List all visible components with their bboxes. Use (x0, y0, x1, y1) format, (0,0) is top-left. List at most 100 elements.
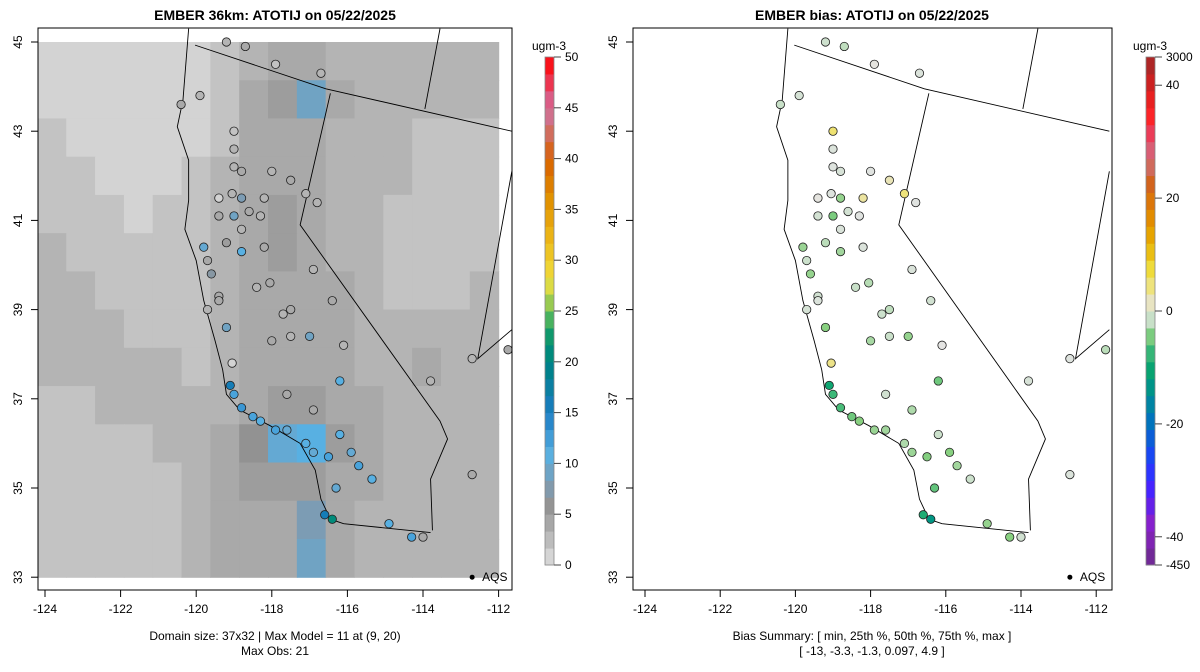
colorbar-segment (1146, 226, 1155, 244)
model-grid-cell (38, 118, 67, 158)
obs-station-point (282, 425, 292, 435)
model-grid-cell (66, 118, 96, 158)
model-grid-cell (354, 386, 384, 425)
model-grid-cell (123, 386, 154, 425)
model-grid-cell (239, 156, 269, 196)
colorbar-segment (545, 327, 554, 346)
colorbar-segment (545, 412, 554, 431)
model-grid-cell (325, 42, 356, 81)
model-grid-cell (95, 538, 125, 578)
model-grid-cell (123, 538, 154, 578)
obs-station-point (270, 425, 281, 435)
bias-station-point (820, 322, 831, 333)
model-grid-cell (123, 233, 154, 272)
model-grid-cell (210, 42, 240, 81)
footer-text: Max Obs: 21 (241, 644, 309, 658)
colorbar-segment (545, 107, 554, 126)
plot-title: EMBER 36km: ATOTIJ on 05/22/2025 (154, 7, 396, 23)
obs-station-point (335, 376, 345, 386)
model-grid-cell (268, 233, 298, 272)
colorbar-segment (545, 361, 554, 380)
bias-station-point (933, 429, 943, 440)
bias-station-point (1065, 354, 1075, 364)
bias-station-point (813, 296, 823, 306)
bias-station-point (864, 278, 874, 288)
colorbar-segment (545, 277, 554, 295)
model-grid-cell (38, 194, 67, 234)
aqs-legend-marker (469, 574, 475, 580)
bias-station-point (828, 162, 838, 172)
model-grid-cell (38, 386, 67, 425)
colorbar-segment (1146, 327, 1155, 346)
model-grid-cell (412, 118, 442, 158)
obs-station-point (229, 211, 239, 221)
bias-station-point (854, 416, 864, 426)
model-grid-cell (181, 271, 211, 311)
bias-station-point (775, 99, 785, 110)
model-grid-cell (440, 42, 471, 81)
bias-station-point (865, 336, 876, 346)
model-grid-cell (296, 194, 327, 234)
colorbar-segment (1146, 243, 1155, 261)
bias-station-point (944, 447, 955, 457)
y-tick-label: 43 (11, 124, 25, 138)
model-grid-cell (296, 347, 327, 387)
obs-station-point (425, 376, 436, 386)
model-grid-cell (469, 118, 500, 158)
colorbar-tick-label: -20 (1166, 417, 1184, 431)
model-grid-cell (268, 118, 298, 158)
model-grid-cell (325, 80, 356, 120)
bias-station-point (884, 304, 895, 315)
obs-station-point (229, 126, 239, 136)
model-grid-cell (38, 462, 67, 502)
model-grid-cell (210, 538, 240, 578)
model-grid-cell (95, 194, 125, 234)
bias-station-point (922, 452, 932, 462)
model-grid-cell (412, 386, 442, 425)
obs-station-point (214, 211, 224, 221)
bias-station-point (835, 193, 846, 203)
plot-area (775, 28, 1111, 542)
bias-station-point (914, 68, 925, 78)
obs-station-point (267, 336, 277, 346)
bias-station-point (835, 247, 846, 257)
bias-station-point (813, 211, 823, 221)
model-grid-cell (412, 309, 442, 349)
colorbar-tick-label: 35 (565, 202, 579, 216)
model-grid-cell (239, 538, 269, 578)
bias-station-point (794, 90, 804, 101)
bias-station-point (918, 510, 928, 520)
obs-station-point (259, 193, 269, 203)
model-grid-cell (38, 309, 67, 349)
colorbar-tick-label: -450 (1166, 558, 1190, 572)
model-grid-cell (152, 271, 183, 311)
x-tick-label: -124 (633, 602, 657, 616)
model-grid-cell (95, 80, 125, 120)
model-grid-cell (354, 309, 384, 349)
colorbar-segment (545, 548, 554, 566)
model-grid-cell (412, 271, 442, 311)
bias-station-point (937, 340, 947, 350)
colorbar-segment (1146, 73, 1155, 92)
model-grid-cell (123, 347, 154, 387)
model-grid-cell (383, 80, 413, 120)
colorbar-tick-label: -40 (1166, 530, 1184, 544)
model-grid-cell (181, 424, 211, 464)
x-tick-label: -114 (411, 602, 434, 616)
bias-station-point (828, 211, 838, 221)
colorbar-segment (545, 124, 554, 143)
obs-station-point (278, 309, 288, 319)
colorbar-segment (1146, 514, 1155, 532)
obs-station-point (384, 519, 394, 529)
model-grid-cell (440, 156, 471, 196)
bias-station-point (828, 389, 838, 399)
x-tick-label: -116 (336, 602, 359, 616)
bias-station-point (877, 309, 887, 319)
model-grid-cell (412, 500, 442, 540)
model-grid-cell (239, 118, 269, 158)
model-grid-cell (354, 271, 384, 311)
model-grid-cell (412, 194, 442, 234)
colorbar-segment (545, 260, 554, 278)
obs-station-point (308, 264, 318, 275)
model-grid-cell (412, 462, 442, 502)
